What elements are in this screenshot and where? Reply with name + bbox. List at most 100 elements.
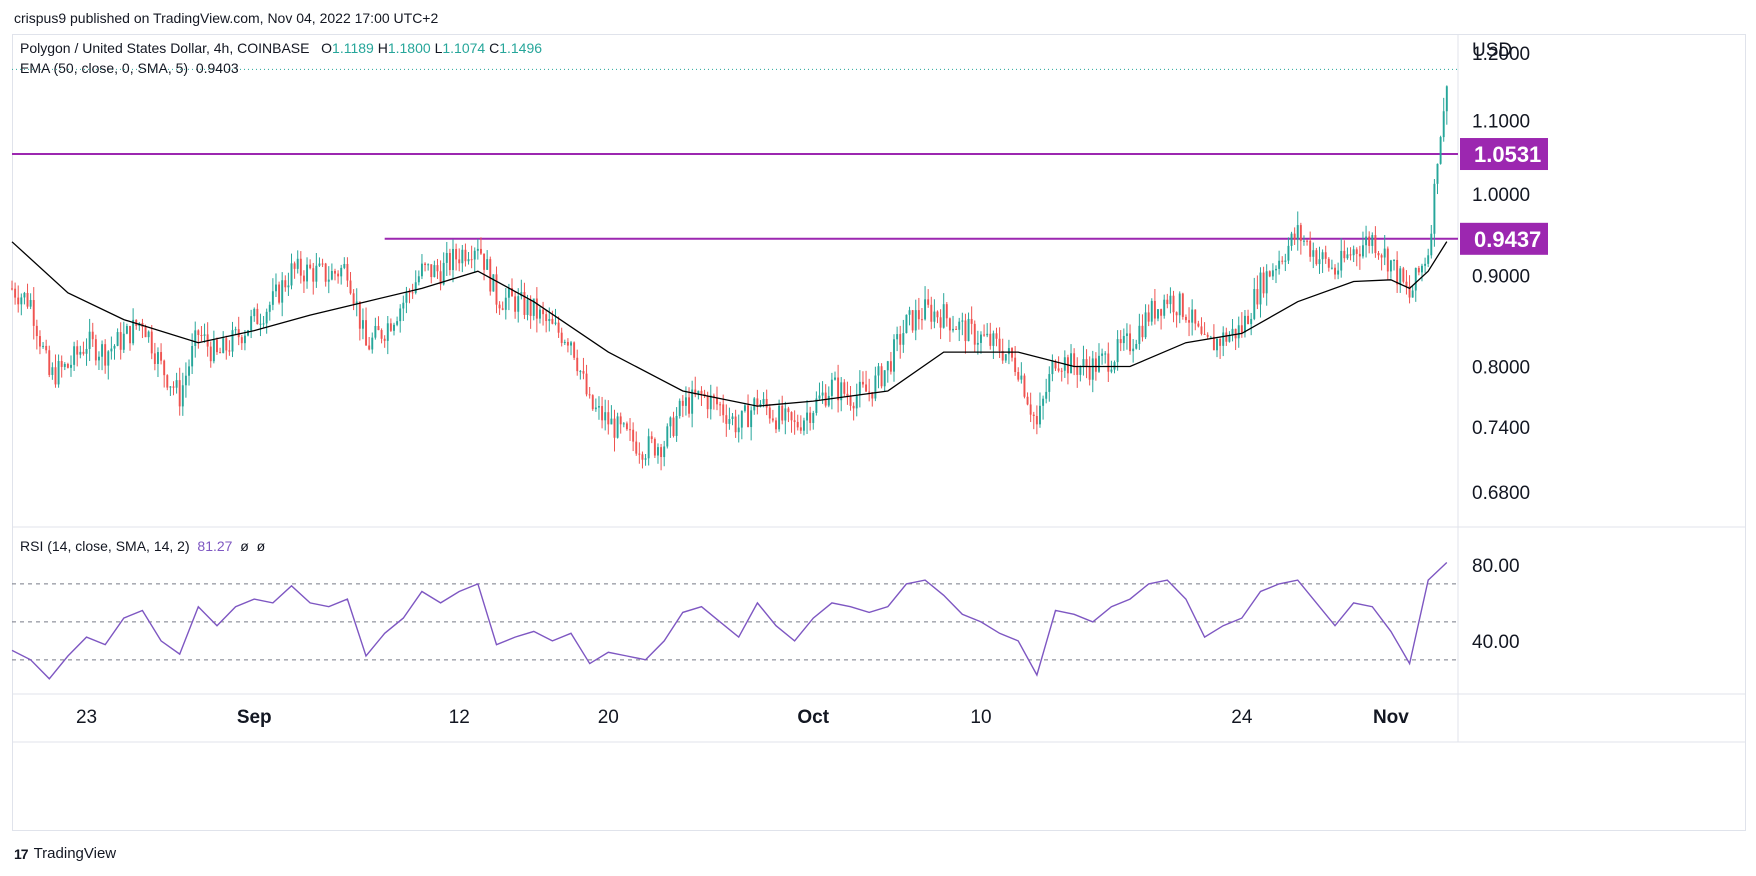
candle-body <box>1042 398 1045 406</box>
candle-body <box>1240 325 1243 333</box>
candle-body <box>358 301 361 329</box>
candle-body <box>1212 336 1215 351</box>
candle-body <box>899 334 902 345</box>
price-tick-label: 0.9000 <box>1472 266 1530 287</box>
candle-body <box>545 314 548 322</box>
candle-body <box>601 406 604 421</box>
candle-body <box>1209 336 1212 338</box>
candle-body <box>188 366 190 376</box>
candle-body <box>1153 300 1156 319</box>
candle-body <box>29 300 32 307</box>
candle-body <box>1222 332 1225 346</box>
candle-body <box>1020 375 1023 380</box>
candle-body <box>1346 254 1349 259</box>
candle-body <box>66 363 69 368</box>
candle-body <box>768 407 771 419</box>
candle-body <box>753 398 756 411</box>
low-value: 1.1074 <box>442 40 486 56</box>
candle-body <box>79 351 82 355</box>
candle-body <box>1051 360 1054 375</box>
candle-body <box>998 338 1001 352</box>
candle-body <box>607 412 610 425</box>
candle-body <box>380 330 383 339</box>
candle-body <box>684 397 687 406</box>
candle-body <box>334 270 336 274</box>
candle-body <box>200 335 203 337</box>
candle-body <box>1445 86 1448 112</box>
time-tick-label: 20 <box>598 707 619 728</box>
rsi-legend: RSI (14, close, SMA, 14, 2) 81.27 ø ø <box>20 538 265 554</box>
candle-body <box>613 418 616 438</box>
candle-body <box>147 331 150 338</box>
candle-body <box>125 326 128 334</box>
candle-body <box>54 367 57 385</box>
level-price-label: 1.0531 <box>1474 142 1541 167</box>
time-tick-label: Nov <box>1373 707 1409 728</box>
horizontal-levels[interactable]: 1.0531 0.9437 <box>12 68 1548 255</box>
candle-body <box>76 346 79 355</box>
candle-body <box>1144 312 1147 338</box>
time-tick-label: 12 <box>449 707 470 728</box>
candle-body <box>489 259 492 292</box>
candle-body <box>706 395 709 410</box>
tradingview-logo[interactable]: 17 TradingView <box>14 845 116 862</box>
candle-body <box>476 248 479 251</box>
level-price-badge[interactable] <box>1460 222 1548 255</box>
candle-body <box>688 397 690 414</box>
candle-body <box>445 252 448 263</box>
candle-body <box>669 417 672 427</box>
candle-body <box>529 299 532 316</box>
candle-body <box>228 350 231 352</box>
candle-body <box>104 344 107 366</box>
ema-legend: EMA (50, close, 0, SMA, 5) 0.9403 <box>20 60 239 76</box>
candle-body <box>535 298 538 319</box>
candle-body <box>32 300 35 326</box>
candle-body <box>1262 272 1265 294</box>
candle-body <box>666 426 669 447</box>
candle-body <box>473 250 476 260</box>
candle-body <box>455 248 458 260</box>
candle-body <box>1004 354 1007 361</box>
candle-body <box>212 339 215 362</box>
level-price-badge[interactable] <box>1460 138 1548 171</box>
candle-body <box>82 351 85 354</box>
candle-body <box>1191 309 1194 323</box>
candle-body <box>1358 253 1361 257</box>
candle-body <box>234 329 237 331</box>
candle-body <box>681 400 684 406</box>
candle-body <box>51 367 54 375</box>
candle-body <box>936 311 939 318</box>
candle-body <box>1091 358 1094 380</box>
candle-body <box>172 386 175 388</box>
candle-body <box>1206 334 1209 337</box>
candle-body <box>1442 111 1445 138</box>
candle-body <box>113 345 116 349</box>
candle-body <box>731 416 734 420</box>
candle-body <box>809 412 812 423</box>
candle-body <box>1365 236 1368 246</box>
time-tick-label: 23 <box>76 707 97 728</box>
candle-body <box>1374 235 1377 254</box>
candle-body <box>144 326 147 338</box>
candle-body <box>1113 362 1116 370</box>
time-axis[interactable]: 23 Sep 12 20 Oct 10 24 Nov <box>76 707 1409 728</box>
rsi-axis[interactable]: 80.00 40.00 <box>1472 556 1520 653</box>
candle-body <box>1343 250 1346 259</box>
candle-body <box>799 427 802 431</box>
candle-body <box>1399 268 1402 285</box>
ema-value: 0.9403 <box>195 60 239 76</box>
candle-body <box>874 375 877 399</box>
candle-body <box>14 288 17 298</box>
candle-body <box>1098 355 1100 372</box>
candle-body <box>849 396 852 406</box>
candle-body <box>660 447 663 458</box>
candle-body <box>1396 259 1399 285</box>
candle-body <box>414 282 417 293</box>
candle-body <box>1122 335 1125 344</box>
candle-body <box>129 326 131 344</box>
candle-body <box>352 293 355 305</box>
candle-body <box>389 323 392 331</box>
candle-body <box>38 336 41 347</box>
